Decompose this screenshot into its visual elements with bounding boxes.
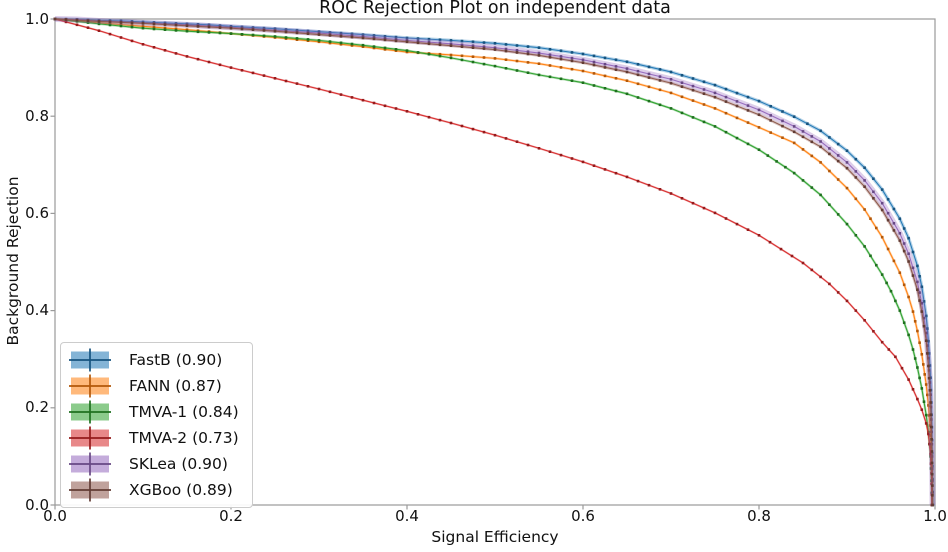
- legend-box: FastB (0.90) FANN (0.87) TMVA-1 (0.84) T…: [60, 342, 253, 508]
- legend-errorbar-swatch-sklea: [69, 452, 111, 476]
- legend-item-fastb: FastB (0.90): [67, 347, 246, 373]
- legend-label-tmva2: TMVA-2 (0.73): [129, 429, 239, 447]
- x-tick-label: 0.0: [43, 507, 67, 525]
- y-tick-label: 1.0: [25, 9, 49, 28]
- legend-label-xgboo: XGBoo (0.89): [129, 481, 233, 499]
- legend-label-sklea: SKLea (0.90): [129, 455, 228, 473]
- legend-errorbar-swatch-fann: [69, 374, 111, 398]
- y-tick-label: 0.2: [25, 398, 49, 417]
- legend-item-xgboo: XGBoo (0.89): [67, 477, 246, 503]
- series-markers-xgboo: [53, 17, 934, 507]
- legend-errorbar-swatch-xgboo: [69, 478, 111, 502]
- legend-item-sklea: SKLea (0.90): [67, 451, 246, 477]
- x-tick-label: 0.2: [219, 507, 243, 525]
- legend-item-fann: FANN (0.87): [67, 373, 246, 399]
- legend-errorbar-swatch-tmva1: [69, 400, 111, 424]
- x-axis-label: Signal Efficiency: [431, 528, 559, 546]
- x-tick-label: 1.0: [923, 507, 947, 525]
- legend-label-fastb: FastB (0.90): [129, 351, 223, 369]
- legend-errorbar-swatch-fastb: [69, 348, 111, 372]
- y-tick-label: 0.6: [25, 203, 49, 222]
- series-markers-tmva-2: [53, 17, 934, 507]
- legend-errorbar-swatch-tmva2: [69, 426, 111, 450]
- legend-label-fann: FANN (0.87): [129, 377, 222, 395]
- y-axis-label: Background Rejection: [4, 176, 22, 346]
- y-tick-label: 0.4: [25, 301, 49, 320]
- x-tick-label: 0.4: [395, 507, 419, 525]
- y-tick-label: 0.0: [25, 495, 49, 514]
- y-tick-label: 0.8: [25, 106, 49, 125]
- legend-item-tmva1: TMVA-1 (0.84): [67, 399, 246, 425]
- x-tick-label: 0.6: [571, 507, 595, 525]
- plot-spines: [54, 18, 936, 506]
- chart-title: ROC Rejection Plot on independent data: [319, 0, 671, 18]
- x-tick-label: 0.8: [747, 507, 771, 525]
- legend-item-tmva2: TMVA-2 (0.73): [67, 425, 246, 451]
- legend-label-tmva1: TMVA-1 (0.84): [129, 403, 239, 421]
